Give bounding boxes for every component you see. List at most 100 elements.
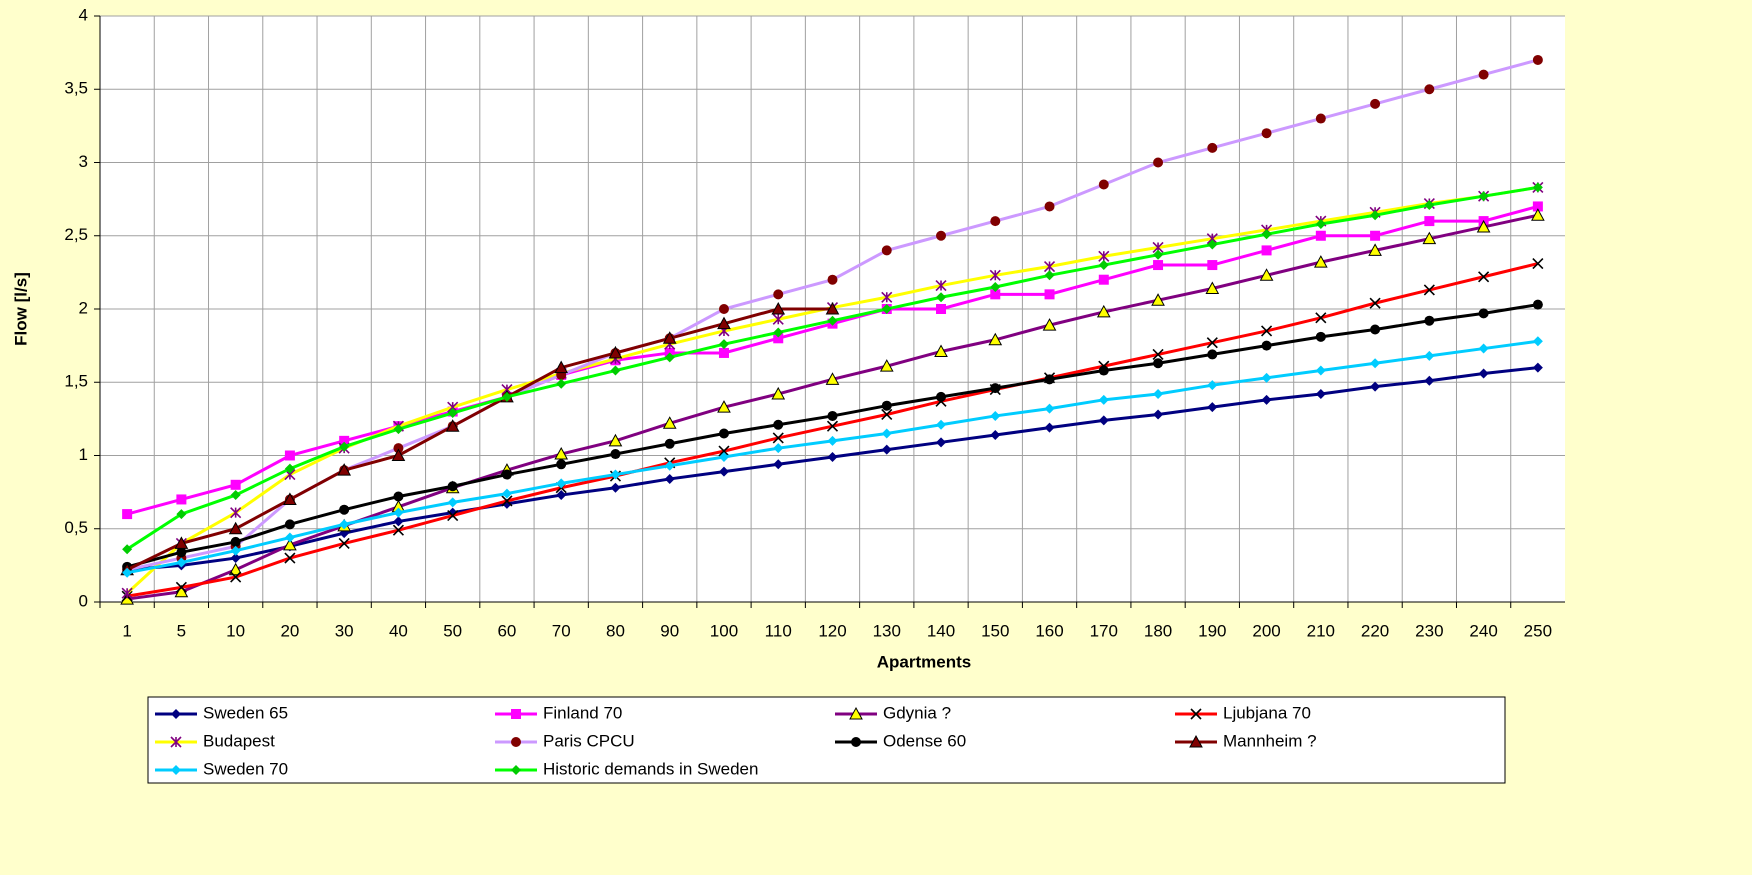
data-point <box>284 450 295 461</box>
legend-marker <box>171 765 181 775</box>
data-point <box>881 304 892 314</box>
x-tick-label: 210 <box>1307 621 1335 640</box>
data-point <box>608 345 623 359</box>
data-point <box>230 536 241 547</box>
data-point <box>990 216 1001 227</box>
data-point <box>717 400 731 413</box>
data-point <box>1153 388 1164 399</box>
data-point <box>339 519 350 530</box>
data-point <box>445 419 460 432</box>
data-point <box>718 445 730 457</box>
data-point <box>447 509 459 522</box>
x-tick-label: 80 <box>606 621 625 640</box>
data-point <box>1370 324 1381 335</box>
data-point <box>338 537 350 549</box>
data-point <box>773 419 784 430</box>
x-tick-label: 50 <box>443 621 462 640</box>
data-point <box>1531 208 1545 221</box>
legend-label: Budapest <box>203 731 275 750</box>
data-point <box>1207 349 1218 360</box>
data-point <box>1259 268 1274 281</box>
data-point <box>1207 380 1218 391</box>
data-point <box>122 567 133 578</box>
data-point <box>1261 128 1272 139</box>
data-point <box>773 327 784 338</box>
data-point <box>501 469 512 480</box>
y-axis-label: Flow [l/s] <box>11 272 30 346</box>
y-tick-label: 3,5 <box>64 79 88 98</box>
y-tick-label: 1 <box>79 445 88 464</box>
data-point <box>1532 258 1544 270</box>
data-point <box>827 410 838 421</box>
data-point <box>1098 260 1109 271</box>
x-tick-label: 70 <box>552 621 571 640</box>
legend-label: Historic demands in Sweden <box>543 759 758 778</box>
data-point <box>935 279 947 292</box>
data-point <box>1315 365 1326 376</box>
data-point <box>827 435 838 446</box>
x-tick-label: 230 <box>1415 621 1443 640</box>
data-point <box>556 490 567 501</box>
data-point <box>936 419 947 430</box>
data-point <box>717 316 731 330</box>
x-tick-label: 30 <box>335 621 354 640</box>
data-point <box>122 544 133 555</box>
x-tick-label: 140 <box>927 621 955 640</box>
data-point <box>610 469 621 480</box>
data-point <box>771 301 786 315</box>
data-point <box>283 537 297 551</box>
x-tick-label: 120 <box>818 621 846 640</box>
data-point <box>556 478 567 489</box>
data-point <box>230 490 241 501</box>
data-point <box>664 438 675 449</box>
data-point <box>337 463 352 476</box>
data-point <box>283 492 297 505</box>
data-point <box>879 359 894 372</box>
x-tick-label: 160 <box>1035 621 1063 640</box>
data-point <box>610 482 621 493</box>
data-point <box>1423 284 1435 296</box>
data-point <box>1153 260 1164 271</box>
data-point <box>881 400 892 411</box>
data-point <box>1261 245 1272 256</box>
x-tick-label: 180 <box>1144 621 1172 640</box>
data-point <box>1478 343 1489 354</box>
data-point <box>1098 274 1109 285</box>
data-point <box>1151 293 1165 306</box>
data-point <box>936 391 947 402</box>
data-point <box>1153 409 1164 420</box>
data-point <box>1261 229 1272 240</box>
data-point <box>1207 142 1218 153</box>
x-tick-label: 90 <box>660 621 679 640</box>
x-tick-label: 190 <box>1198 621 1226 640</box>
data-point <box>176 509 187 520</box>
data-point <box>1044 422 1055 433</box>
data-point <box>881 428 892 439</box>
data-point <box>176 547 187 558</box>
data-point <box>1478 368 1489 379</box>
data-point <box>1315 219 1326 230</box>
data-point <box>1098 250 1110 262</box>
legend-marker <box>170 736 182 748</box>
data-point <box>773 289 784 300</box>
y-tick-label: 2,5 <box>64 225 88 244</box>
x-tick-label: 100 <box>710 621 738 640</box>
x-tick-label: 130 <box>873 621 901 640</box>
data-point <box>1315 113 1326 124</box>
data-point <box>1370 98 1381 109</box>
data-point <box>554 360 569 374</box>
data-point <box>825 372 840 385</box>
data-point <box>718 466 729 477</box>
data-point <box>556 378 567 389</box>
data-point <box>1476 219 1491 233</box>
data-point <box>1370 381 1381 392</box>
data-point <box>1478 308 1489 319</box>
data-point <box>230 479 241 490</box>
data-point <box>771 386 786 400</box>
data-point <box>393 516 404 527</box>
data-point <box>1042 318 1057 331</box>
legend-marker <box>849 706 863 720</box>
x-tick-label: 1 <box>122 621 131 640</box>
data-point <box>610 365 621 376</box>
